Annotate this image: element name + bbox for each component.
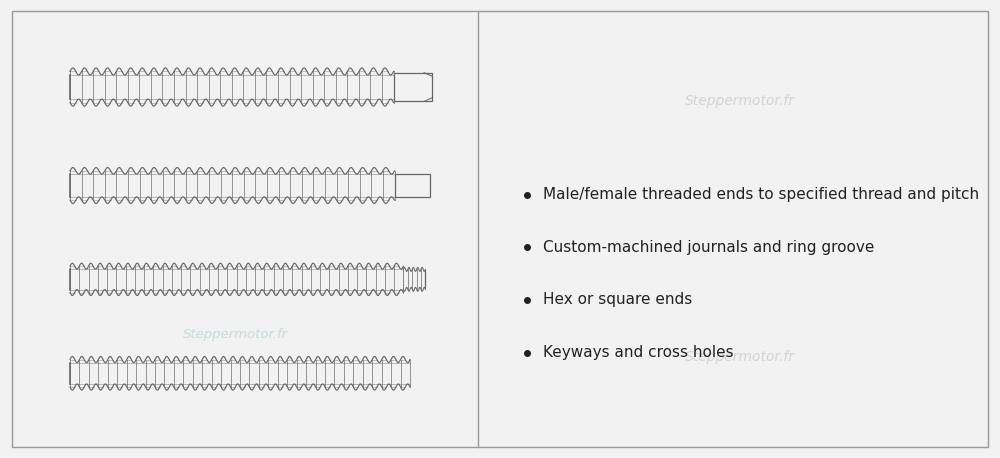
Text: Male/female threaded ends to specified thread and pitch: Male/female threaded ends to specified t… bbox=[543, 187, 979, 202]
Bar bbox=[70, 167, 409, 204]
Bar bbox=[70, 356, 410, 390]
Text: Steppermotor.fr: Steppermotor.fr bbox=[685, 350, 795, 364]
Bar bbox=[70, 67, 409, 106]
Text: Steppermotor.fr: Steppermotor.fr bbox=[182, 328, 288, 341]
Text: Steppermotor.fr: Steppermotor.fr bbox=[685, 94, 795, 108]
Text: Keyways and cross holes: Keyways and cross holes bbox=[543, 345, 734, 360]
Bar bbox=[70, 263, 412, 296]
Bar bbox=[394, 174, 430, 197]
Text: Steppermotor.fr: Steppermotor.fr bbox=[182, 328, 288, 341]
Bar bbox=[394, 72, 432, 101]
Text: Hex or square ends: Hex or square ends bbox=[543, 293, 692, 307]
Text: Custom-machined journals and ring groove: Custom-machined journals and ring groove bbox=[543, 240, 874, 255]
